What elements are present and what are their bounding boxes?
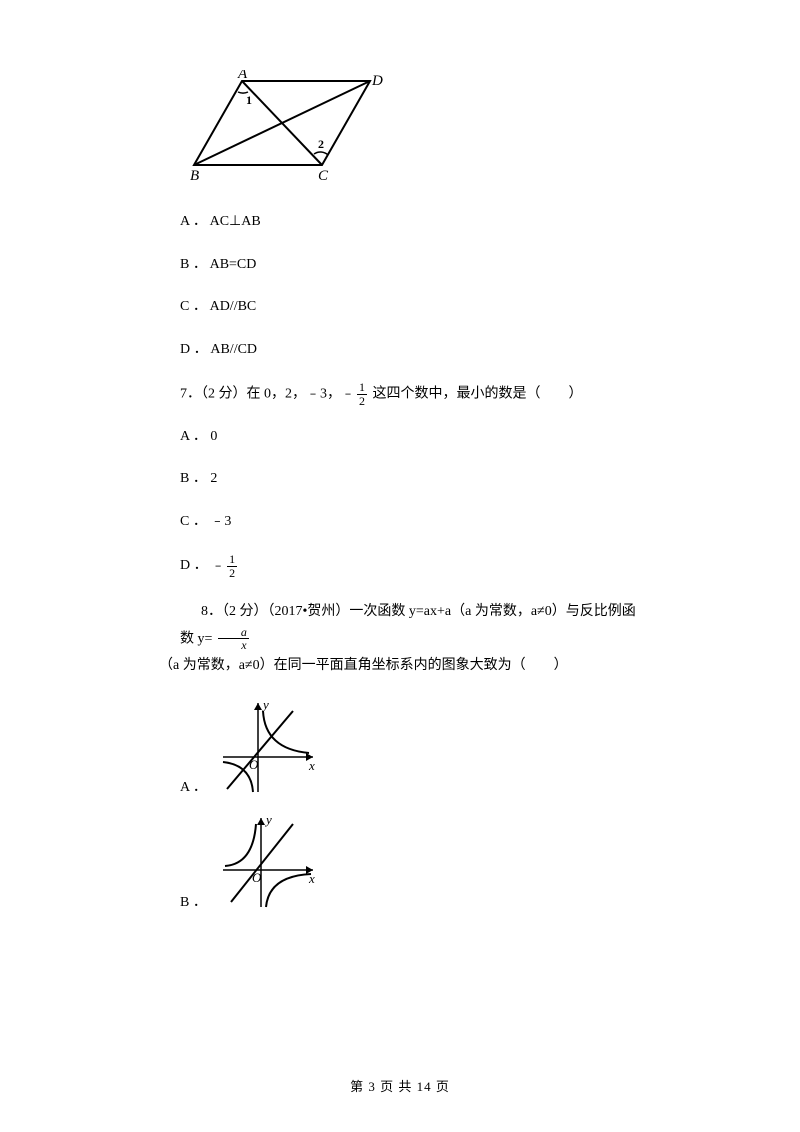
option-text: 2 [210,471,217,486]
option-label: A ． [180,211,207,233]
q7-option-a: A ． 0 [180,426,640,448]
svg-text:D: D [371,73,383,89]
q8-graph-b: O x y [213,812,323,920]
svg-text:x: x [308,758,315,773]
svg-text:y: y [261,697,269,712]
option-text: AB//CD [210,342,257,357]
svg-text:y: y [264,812,272,827]
q7-stem: 7．（2 分）在 0，2，﹣3，﹣12 这四个数中，最小的数是（ ） [180,381,640,408]
option-label: C ． [180,296,207,318]
q7-option-c: C ． ﹣3 [180,511,640,533]
option-label: A ． [180,426,207,448]
page-footer: 第 3 页 共 14 页 [0,1077,800,1098]
parallelogram-figure: A D B C 1 2 [190,70,640,193]
option-text: AD//BC [210,299,257,314]
option-prefix: ﹣ [211,558,225,573]
q7-option-d: D ． ﹣12 [180,553,640,579]
svg-text:O: O [249,757,259,772]
q8-line2: （a 为常数，a≠0）在同一平面直角坐标系内的图象大致为（ ） [159,653,568,680]
svg-text:2: 2 [318,137,324,151]
q6-option-b: B ． AB=CD [180,254,640,276]
svg-text:1: 1 [246,93,252,107]
q8-option-b-row: B ． O x y [180,812,640,920]
option-label: A ． [180,777,207,799]
fraction-half-icon: 12 [357,381,367,407]
q6-option-a: A ． AC⊥AB [180,211,640,233]
option-text: ﹣3 [210,514,231,529]
option-label: B ． [180,254,207,276]
svg-text:C: C [318,168,329,184]
option-label: B ． [180,892,207,914]
option-label: D ． [180,555,208,577]
option-label: B ． [180,468,207,490]
option-label: D ． [180,339,208,361]
option-text: AC⊥AB [210,214,261,229]
page-number-text: 第 3 页 共 14 页 [350,1079,450,1094]
fraction-a-over-x-icon: ax [218,626,249,652]
q8-stem: 8．（2 分）（2017•贺州）一次函数 y=ax+a（a 为常数，a≠0）与反… [180,599,640,679]
q6-option-c: C ． AD//BC [180,296,640,318]
q7-option-b: B ． 2 [180,468,640,490]
option-text: AB=CD [210,257,257,272]
q7-suffix: 这四个数中，最小的数是（ ） [369,386,583,401]
svg-text:B: B [190,168,199,184]
fraction-half-icon: 12 [227,553,237,579]
option-text: 0 [210,429,217,444]
q8-graph-a: O x y [213,697,323,805]
svg-text:A: A [237,70,248,82]
option-label: C ． [180,511,207,533]
q7-prefix: 7．（2 分）在 0，2，﹣3，﹣ [180,386,355,401]
q6-option-d: D ． AB//CD [180,339,640,361]
q8-option-a-row: A ． O x y [180,697,640,805]
